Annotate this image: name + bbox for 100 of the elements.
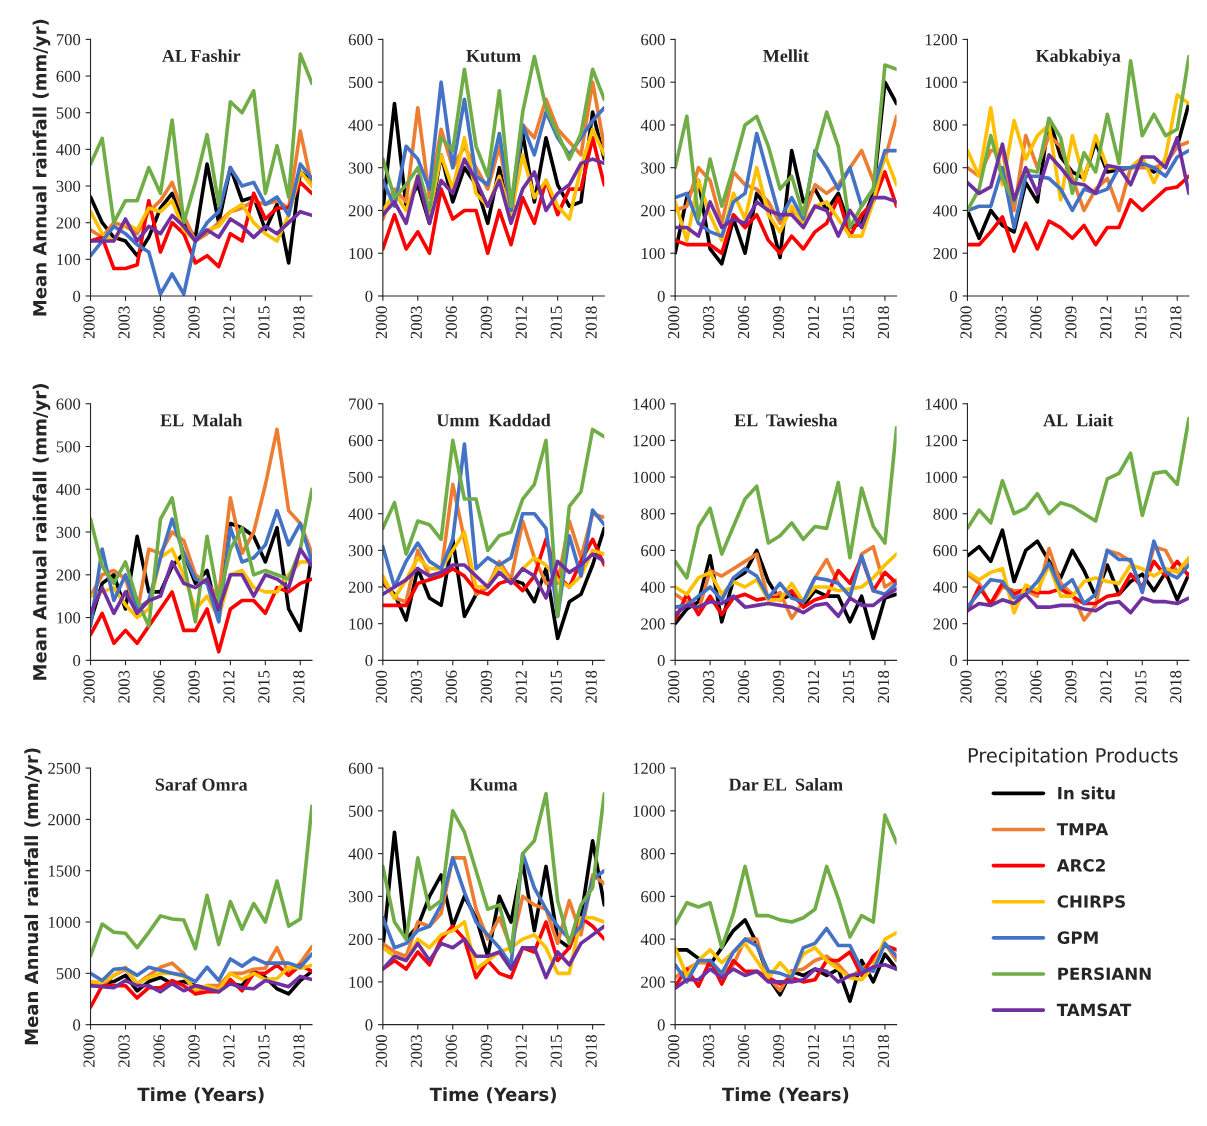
x-tick-label: 2018 [877,670,890,703]
y-tick-label: 0 [657,1019,665,1031]
x-tick-label: 2006 [445,306,457,339]
x-tick-label: 2006 [1030,306,1042,339]
y-tick-label: 500 [641,76,665,89]
y-tick-label: 1000 [633,471,665,483]
y-tick-label: 0 [73,1019,81,1031]
x-tick-label: 2003 [995,670,1007,703]
x-tick-label: 2018 [293,1035,305,1067]
x-tick-label: 2006 [1030,670,1042,703]
x-tick-label: 2006 [738,306,750,339]
x-tick-label: 2015 [258,670,270,703]
y-tick-label: 400 [56,144,81,156]
legend-title: Precipitation Products [968,747,1178,767]
x-tick-label: 2015 [1135,670,1147,703]
x-tick-label: 2009 [188,670,200,703]
y-tick-label: 1000 [925,471,958,483]
line-series [382,135,605,256]
x-tick-label: 2006 [738,670,750,703]
y-tick-label: 100 [349,247,373,260]
y-tick-label: 400 [640,933,665,946]
chart-title: Kutum [466,50,521,63]
x-tick-label: 2018 [293,670,305,703]
x-tick-label: 2003 [995,306,1007,339]
y-tick-label: 200 [348,581,373,593]
line-series [90,974,312,994]
y-tick-label: 0 [365,290,373,302]
x-tick-label: 2015 [1135,306,1147,339]
y-tick-label: 0 [365,655,373,667]
x-tick-label: 2012 [515,670,527,703]
text: Kabkabiya [1035,49,1121,66]
y-tick-label: 500 [56,441,81,453]
y-tick-label: 600 [933,162,958,174]
y-tick-label: 300 [641,162,665,174]
y-tick-label: 600 [348,762,373,775]
y-tick-label: 100 [57,612,81,624]
x-tick-label: 2018 [293,306,305,339]
y-tick-label: 700 [56,34,81,46]
y-tick-label: 400 [640,581,665,593]
y-tick-label: 0 [73,290,81,302]
chart-title: Umm Kaddad [436,413,551,427]
y-tick-label: 400 [348,848,373,860]
line-series [675,962,897,991]
y-tick-label: 1200 [925,34,958,46]
y-tick-label: 200 [641,618,665,630]
x-tick-label: 2009 [480,306,492,339]
x-axis-title: Time (Years) [137,1087,264,1104]
line-series [90,209,312,243]
x-tick-label: 2015 [842,1035,855,1067]
y-tick-label: 600 [348,435,373,447]
chart-title: Dar EL Salam [728,778,843,791]
y-tick-label: 400 [933,581,958,593]
x-tick-label: 2009 [480,670,492,703]
x-tick-label: 2012 [1100,670,1112,703]
line-series [382,157,605,226]
x-tick-label: 2012 [223,1035,235,1067]
y-tick-label: 1400 [633,398,665,410]
y-tick-label: 200 [348,933,373,946]
y-tick-label: 1500 [48,865,81,877]
x-tick-label: 2003 [703,670,715,703]
y-tick-label: 200 [348,205,373,217]
x-tick-label: 2006 [153,670,165,703]
x-tick-label: 2018 [585,1035,597,1067]
y-tick-label: 0 [950,655,958,667]
legend-label: GPM [1057,931,1098,944]
x-tick-label: 2006 [153,306,165,339]
y-tick-label: 2000 [48,814,81,826]
legend-label: TMPA [1056,823,1109,836]
y-tick-label: 2500 [48,762,81,775]
y-tick-label: 400 [56,483,81,496]
y-tick-label: 800 [641,848,665,860]
y-tick-label: 1000 [48,916,81,928]
x-tick-label: 2006 [153,1034,165,1067]
x-axis-title: Time (Years) [429,1087,556,1104]
line-series [90,952,312,984]
line-series [967,539,1189,609]
x-tick-label: 2018 [585,306,597,339]
x-tick-label: 2003 [703,306,715,339]
y-tick-label: 500 [349,76,373,89]
y-tick-label: 100 [349,976,373,988]
x-tick-label: 2012 [1100,306,1112,339]
y-tick-label: 600 [933,545,958,557]
line-series [967,174,1189,253]
y-tick-label: 600 [641,545,665,557]
line-series [675,63,897,230]
y-tick-label: 800 [933,119,958,131]
line-series [90,577,312,654]
y-tick-label: 400 [348,508,373,520]
x-tick-label: 2006 [445,670,457,703]
x-tick-label: 2012 [807,670,820,703]
y-tick-label: 500 [349,805,373,817]
y-tick-label: 300 [56,180,81,192]
x-tick-label: 2018 [1170,306,1182,339]
x-tick-label: 2015 [842,306,855,339]
y-tick-label: 0 [950,290,958,302]
y-tick-label: 200 [56,569,81,581]
line-series [675,425,897,580]
y-tick-label: 600 [56,398,81,410]
legend-label: CHIRPS [1057,895,1125,908]
y-tick-label: 800 [641,508,665,520]
